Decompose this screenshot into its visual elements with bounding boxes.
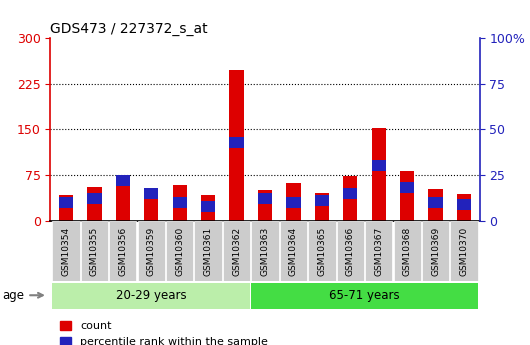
Bar	[87, 193, 102, 204]
Text: 65-71 years: 65-71 years	[329, 289, 400, 302]
FancyBboxPatch shape	[52, 283, 250, 309]
FancyBboxPatch shape	[280, 221, 307, 281]
Bar	[400, 183, 414, 193]
FancyBboxPatch shape	[52, 221, 80, 281]
Text: GSM10354: GSM10354	[61, 226, 70, 276]
Text: GSM10370: GSM10370	[460, 226, 469, 276]
FancyBboxPatch shape	[251, 221, 279, 281]
Bar	[59, 197, 73, 208]
Text: GSM10356: GSM10356	[118, 226, 127, 276]
Text: GSM10366: GSM10366	[346, 226, 355, 276]
Text: GSM10368: GSM10368	[403, 226, 412, 276]
FancyBboxPatch shape	[109, 221, 137, 281]
Legend: count, percentile rank within the sample: count, percentile rank within the sample	[56, 316, 272, 345]
Text: 20-29 years: 20-29 years	[116, 289, 187, 302]
Bar	[343, 188, 357, 199]
Text: GSM10369: GSM10369	[431, 226, 440, 276]
Text: GSM10363: GSM10363	[261, 226, 269, 276]
FancyBboxPatch shape	[195, 221, 222, 281]
FancyBboxPatch shape	[81, 221, 108, 281]
Bar	[173, 186, 187, 221]
Bar	[315, 193, 329, 221]
Text: GSM10365: GSM10365	[317, 226, 326, 276]
Bar	[229, 137, 244, 148]
Bar	[286, 197, 301, 208]
Text: GSM10367: GSM10367	[374, 226, 383, 276]
Bar	[201, 201, 215, 211]
Text: GSM10355: GSM10355	[90, 226, 99, 276]
FancyBboxPatch shape	[138, 221, 165, 281]
FancyBboxPatch shape	[450, 221, 478, 281]
Bar	[258, 193, 272, 204]
Bar	[173, 197, 187, 208]
Bar	[144, 191, 158, 221]
FancyBboxPatch shape	[166, 221, 193, 281]
FancyBboxPatch shape	[308, 221, 335, 281]
Bar	[372, 160, 386, 171]
Bar	[116, 179, 130, 221]
Bar	[229, 70, 244, 221]
Bar	[201, 195, 215, 221]
Bar	[286, 183, 301, 221]
Bar	[258, 190, 272, 221]
Text: age: age	[3, 289, 43, 302]
Bar	[87, 187, 102, 221]
Text: GSM10359: GSM10359	[147, 226, 156, 276]
FancyBboxPatch shape	[223, 221, 250, 281]
Text: GDS473 / 227372_s_at: GDS473 / 227372_s_at	[50, 21, 208, 36]
FancyBboxPatch shape	[251, 283, 478, 309]
FancyBboxPatch shape	[337, 221, 364, 281]
Bar	[372, 128, 386, 221]
Bar	[315, 195, 329, 206]
Bar	[400, 171, 414, 221]
Text: GSM10362: GSM10362	[232, 226, 241, 276]
FancyBboxPatch shape	[365, 221, 392, 281]
Bar	[144, 188, 158, 199]
Text: GSM10361: GSM10361	[204, 226, 213, 276]
FancyBboxPatch shape	[422, 221, 449, 281]
Bar	[343, 176, 357, 221]
Bar	[457, 199, 471, 210]
Text: GSM10360: GSM10360	[175, 226, 184, 276]
Bar	[116, 175, 130, 186]
Bar	[457, 194, 471, 221]
Bar	[428, 197, 443, 208]
Bar	[428, 189, 443, 221]
Bar	[59, 195, 73, 221]
Text: GSM10364: GSM10364	[289, 226, 298, 276]
FancyBboxPatch shape	[393, 221, 421, 281]
